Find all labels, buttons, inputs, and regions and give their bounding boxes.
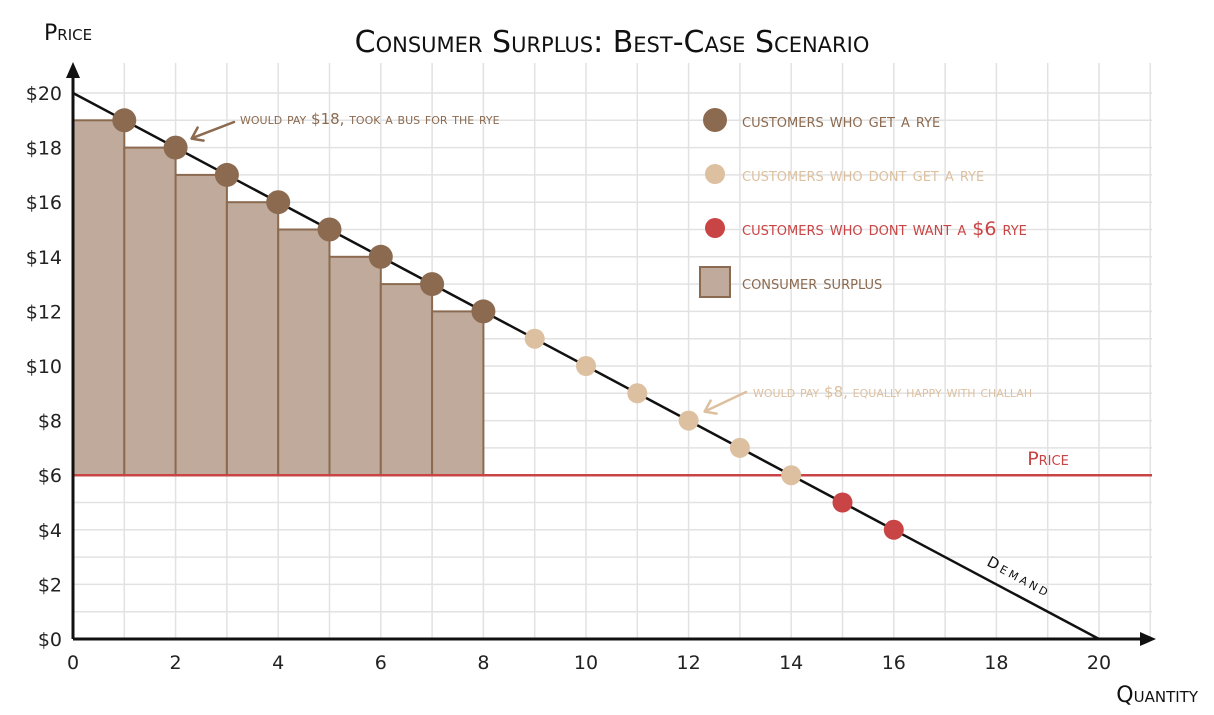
surplus-bar (174, 173, 228, 477)
annotation-arrowhead (703, 399, 718, 415)
data-point (317, 217, 342, 242)
legend-label: customers who dont get a rye (742, 164, 984, 186)
demand-label: Demand (984, 552, 1054, 601)
data-point (471, 299, 496, 324)
y-axis-label: Price (44, 21, 92, 46)
y-tick-label: $2 (38, 574, 62, 596)
surplus-bar (431, 310, 485, 477)
data-point (883, 519, 904, 540)
y-tick-label: $6 (38, 465, 62, 487)
x-tick-label: 2 (170, 652, 182, 674)
data-point (266, 190, 291, 215)
legend-marker (705, 164, 725, 184)
x-tick-label: 0 (67, 652, 79, 674)
data-point (729, 437, 750, 458)
surplus-bar (379, 283, 434, 477)
x-tick-label: 14 (779, 652, 803, 674)
annotation-label: would pay $8, equally happy with challah (753, 383, 1032, 401)
y-tick-label: $14 (26, 247, 62, 269)
x-tick-label: 4 (272, 652, 284, 674)
x-axis-arrow (1140, 632, 1156, 646)
y-tick-label: $8 (38, 411, 62, 433)
legend-marker (705, 218, 725, 238)
y-tick-label: $18 (26, 138, 62, 160)
x-tick-label: 12 (677, 652, 701, 674)
chart-title: Consumer Surplus: Best-Case Scenario (355, 25, 870, 60)
data-point (524, 328, 545, 349)
x-tick-label: 20 (1087, 652, 1111, 674)
surplus-bar (277, 228, 331, 477)
data-point (781, 465, 802, 486)
data-point (214, 162, 239, 187)
x-tick-label: 8 (477, 652, 489, 674)
annotation-arrow (705, 390, 748, 412)
surplus-bar (123, 146, 177, 477)
axes: 0 2 4 6 8 10 12 14 16 18 20 $0 $2 $4 $6 $8 $10 $12 $14 $16 $… (26, 62, 1156, 674)
data-point (420, 272, 445, 297)
y-axis-arrow (66, 62, 80, 78)
y-tick-label: $12 (26, 301, 62, 323)
data-point (627, 383, 648, 404)
legend-label: consumer surplus (742, 272, 882, 294)
annotation-arrow (192, 120, 236, 139)
y-tick-label: $4 (38, 520, 62, 542)
legend-label: customers who dont want a $6 rye (742, 218, 1027, 240)
price-line-group: Price (73, 448, 1152, 477)
x-tick-label: 16 (882, 652, 906, 674)
surplus-bar (328, 255, 382, 477)
data-point (832, 492, 853, 513)
legend-marker (699, 266, 731, 298)
annotation-label: would pay $18, took a bus for the rye (240, 110, 500, 128)
x-axis-label: Quantity (1116, 683, 1199, 708)
y-tick-label: $10 (26, 356, 62, 378)
legend-marker (703, 108, 727, 132)
surplus-bar (225, 201, 280, 477)
x-tick-label: 6 (375, 652, 387, 674)
y-tick-label: $16 (26, 192, 62, 214)
data-point (368, 244, 393, 269)
data-point (112, 108, 137, 133)
price-line-label: Price (1027, 448, 1069, 470)
surplus-bar (72, 119, 126, 477)
x-tick-label: 10 (574, 652, 598, 674)
y-tick-label: $0 (38, 629, 62, 651)
data-points (112, 108, 904, 540)
data-point (678, 410, 699, 431)
annotation-arrowhead (190, 126, 205, 142)
legend: customers who get a rye customers who don… (699, 108, 1027, 298)
y-tick-label: $20 (26, 83, 62, 105)
legend-label: customers who get a rye (742, 110, 940, 132)
data-point (576, 356, 596, 376)
data-point (163, 135, 188, 160)
annotations: would pay $18, took a bus for the rye wou… (190, 110, 1032, 415)
x-tick-label: 18 (984, 652, 1008, 674)
